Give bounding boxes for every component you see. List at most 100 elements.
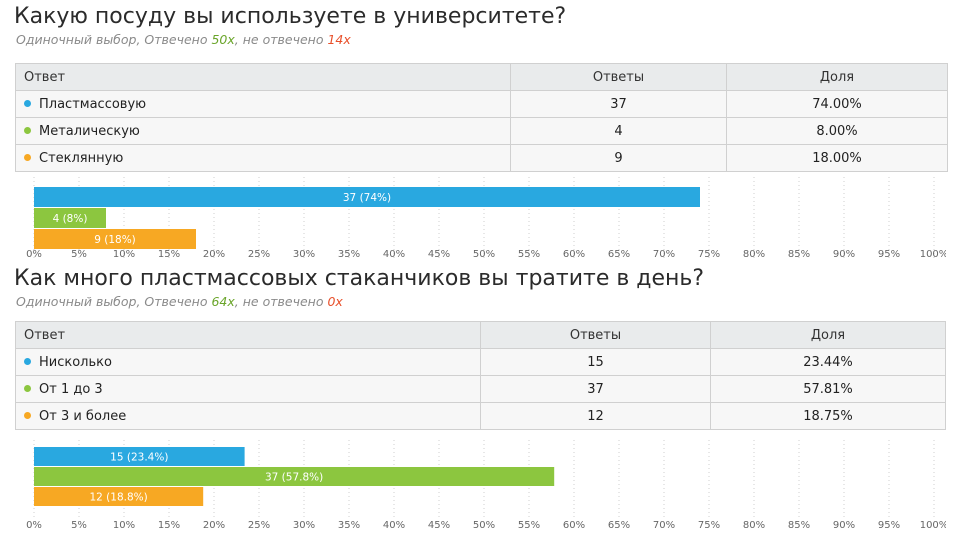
tick-label: 65% — [608, 520, 630, 531]
tick-label: 0% — [26, 520, 42, 531]
table-row: Пластмассовую 37 74.00% — [15, 90, 948, 118]
data-label: 15 (23.4%) — [110, 452, 168, 464]
tick-label: 40% — [383, 520, 405, 531]
data-label: 37 (74%) — [343, 192, 391, 204]
answer-label: Пластмассовую — [39, 96, 147, 112]
answer-label: Металическую — [39, 123, 140, 139]
tick-label: 30% — [293, 520, 315, 531]
tick-label: 55% — [518, 520, 540, 531]
bar — [34, 467, 555, 486]
count-cell: 37 — [480, 375, 711, 403]
tick-label: 95% — [878, 520, 900, 531]
tick-label: 20% — [203, 520, 225, 531]
data-label: 12 (18.8%) — [89, 492, 147, 504]
legend-dot-icon — [24, 100, 31, 107]
count-cell: 4 — [510, 117, 727, 145]
tick-label: 35% — [338, 520, 360, 531]
question-block-2: Как много пластмассовых стаканчиков вы т… — [0, 262, 960, 540]
header-answer: Ответ — [15, 63, 511, 91]
tick-label: 0% — [26, 249, 42, 260]
tick-label: 45% — [428, 249, 450, 260]
answer-label: От 3 и более — [39, 408, 127, 424]
tick-label: 70% — [653, 520, 675, 531]
legend-dot-icon — [24, 358, 31, 365]
tick-label: 20% — [203, 249, 225, 260]
tick-label: 60% — [563, 520, 585, 531]
tick-label: 10% — [113, 249, 135, 260]
answer-cell: От 1 до 3 — [15, 375, 481, 403]
results-table: Ответ Ответы Доля Нисколько 15 23.44% От… — [15, 321, 946, 430]
tick-label: 5% — [71, 520, 87, 531]
share-cell: 74.00% — [726, 90, 948, 118]
question-subtitle: Одиночный выбор, Отвечено 64x, не отвече… — [16, 294, 343, 309]
tick-label: 40% — [383, 249, 405, 260]
header-responses: Ответы — [480, 321, 711, 349]
tick-label: 70% — [653, 249, 675, 260]
bar — [34, 187, 700, 207]
subtitle-middle: , не отвечено — [234, 294, 328, 309]
tick-label: 15% — [158, 249, 180, 260]
tick-label: 45% — [428, 520, 450, 531]
answer-label: От 1 до 3 — [39, 381, 103, 397]
legend-dot-icon — [24, 154, 31, 161]
legend-dot-icon — [24, 412, 31, 419]
table-row: Стеклянную 9 18.00% — [15, 144, 948, 172]
bar-chart: 0% 5% 10% 15% 20% 25% 30% 35% 40% 45% 50% 55% 60% 65%… — [14, 177, 946, 261]
data-label: 37 (57.8%) — [265, 472, 323, 484]
share-cell: 23.44% — [710, 348, 946, 376]
tick-label: 25% — [248, 520, 270, 531]
table-row: От 3 и более 12 18.75% — [15, 402, 946, 430]
bar — [34, 208, 106, 228]
table-row: Нисколько 15 23.44% — [15, 348, 946, 376]
legend-dot-icon — [24, 385, 31, 392]
count-cell: 37 — [510, 90, 727, 118]
answered-count: 50x — [211, 32, 235, 47]
header-share: Доля — [726, 63, 948, 91]
bar — [34, 487, 204, 506]
tick-label: 10% — [113, 520, 135, 531]
share-cell: 18.75% — [710, 402, 946, 430]
table-header-row: Ответ Ответы Доля — [15, 321, 946, 349]
legend-dot-icon — [24, 127, 31, 134]
data-label: 4 (8%) — [53, 213, 88, 225]
bar — [34, 447, 245, 466]
tick-label: 75% — [698, 249, 720, 260]
tick-label: 85% — [788, 520, 810, 531]
subtitle-prefix: Одиночный выбор, Отвечено — [16, 294, 212, 309]
count-cell: 9 — [510, 144, 727, 172]
table-row: Металическую 4 8.00% — [15, 117, 948, 145]
tick-label: 55% — [518, 249, 540, 260]
tick-label: 35% — [338, 249, 360, 260]
header-answer: Ответ — [15, 321, 481, 349]
tick-label: 15% — [158, 520, 180, 531]
data-label: 9 (18%) — [94, 234, 136, 246]
question-block-1: Какую посуду вы используете в университе… — [0, 0, 960, 262]
bar-chart-svg: 0% 5% 10% 15% 20% 25% 30% 35% 40% 45% 50% 55% 60% 65%… — [26, 440, 946, 531]
answer-label: Нисколько — [39, 354, 112, 370]
tick-label: 65% — [608, 249, 630, 260]
share-cell: 57.81% — [710, 375, 946, 403]
tick-label: 95% — [878, 249, 900, 260]
tick-label: 90% — [833, 249, 855, 260]
bar-chart-svg: 0% 5% 10% 15% 20% 25% 30% 35% 40% 45% 50% 55% 60% 65%… — [26, 177, 946, 260]
answer-label: Стеклянную — [39, 150, 124, 166]
count-cell: 12 — [480, 402, 711, 430]
answer-cell: Нисколько — [15, 348, 481, 376]
unanswered-count: 14x — [327, 32, 351, 47]
header-share: Доля — [710, 321, 946, 349]
table-row: От 1 до 3 37 57.81% — [15, 375, 946, 403]
question-title: Какую посуду вы используете в университе… — [14, 4, 567, 29]
tick-label: 60% — [563, 249, 585, 260]
tick-label: 80% — [743, 249, 765, 260]
tick-label: 75% — [698, 520, 720, 531]
tick-label: 100% — [920, 520, 946, 531]
answer-cell: Стеклянную — [15, 144, 511, 172]
count-cell: 15 — [480, 348, 711, 376]
unanswered-count: 0x — [327, 294, 343, 309]
bar-chart: 0% 5% 10% 15% 20% 25% 30% 35% 40% 45% 50% 55% 60% 65%… — [14, 440, 946, 534]
tick-label: 30% — [293, 249, 315, 260]
tick-label: 50% — [473, 520, 495, 531]
question-title: Как много пластмассовых стаканчиков вы т… — [14, 266, 705, 291]
question-subtitle: Одиночный выбор, Отвечено 50x, не отвече… — [16, 32, 351, 47]
tick-label: 50% — [473, 249, 495, 260]
